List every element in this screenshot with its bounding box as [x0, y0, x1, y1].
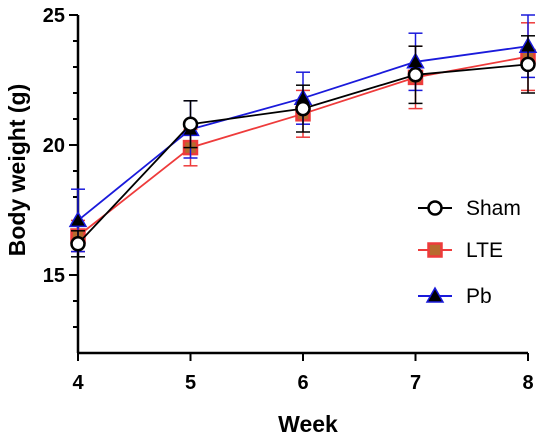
series-layer: [68, 14, 538, 258]
x-tick-label: 8: [522, 372, 533, 394]
data-point-pb: [68, 210, 88, 228]
legend-label: Sham: [466, 197, 521, 220]
y-tick-label: 20: [43, 135, 65, 157]
legend-label: Pb: [466, 285, 492, 308]
legend: Sham LTE Pb: [418, 197, 521, 308]
legend-item-lte: LTE: [418, 239, 503, 262]
data-point-sham: [520, 56, 536, 73]
x-axis-title: Week: [278, 411, 338, 437]
x-tick-label: 4: [72, 372, 84, 394]
legend-label: LTE: [466, 239, 503, 262]
legend-item-sham: Sham: [418, 197, 521, 220]
data-point-sham: [182, 116, 199, 132]
y-tick-label: 15: [43, 265, 65, 287]
x-tick-label: 6: [297, 372, 308, 394]
y-axis-title: Body weight (g): [4, 84, 30, 256]
x-tick-label: 7: [410, 372, 421, 394]
y-tick-label: 25: [43, 5, 65, 27]
data-point-sham: [295, 100, 311, 117]
legend-item-pb: Pb: [418, 285, 492, 308]
x-tick-label: 5: [185, 372, 196, 394]
series-sham: [70, 35, 536, 258]
data-point-sham: [407, 67, 424, 83]
legend-marker-lte: [427, 242, 443, 258]
axes: 15 20 25 4 5 6 7 8: [43, 5, 534, 394]
legend-marker-pb: [425, 286, 445, 303]
legend-marker-sham: [427, 200, 443, 216]
data-point-sham: [70, 236, 86, 252]
